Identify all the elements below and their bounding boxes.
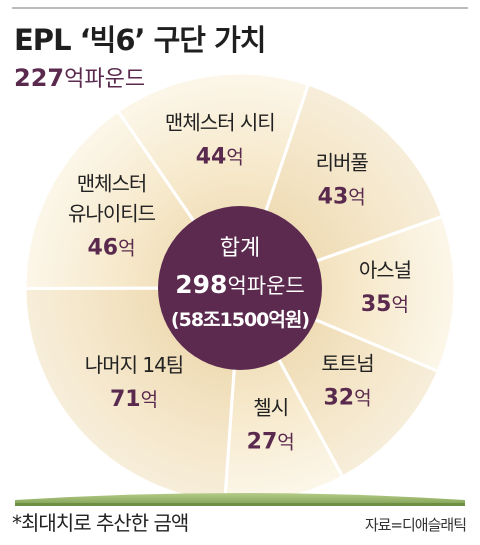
chart-title: EPL ‘빅6’ 구단 가치 [14, 23, 265, 57]
center-value-unit: 억파운드 [227, 274, 304, 298]
slice-label-group: 나머지 14팀 71억 [85, 353, 184, 412]
grass-strip [15, 493, 465, 506]
pie-slice [235, 214, 457, 374]
pie-slice [23, 108, 243, 291]
ground-line [15, 503, 465, 506]
slice-label: 나머지 14팀 [85, 353, 183, 377]
slice-value: 35억 [361, 292, 409, 317]
slice-value: 43억 [318, 185, 366, 210]
center-value: 298억파운드 [175, 270, 304, 299]
slice-label: 맨체스터 시티 [165, 110, 275, 134]
slice-value: 46억 [87, 236, 135, 261]
subtitle-value: 227 [14, 64, 64, 92]
slice-label-group: 첼시 27억 [247, 396, 295, 455]
center-total-circle [158, 206, 322, 370]
center-value-number: 298 [175, 270, 227, 299]
slice-label: 토트넘 [321, 351, 373, 375]
slice-label: 첼시 [253, 396, 288, 420]
footnote: *최대치로 추산한 금액 [12, 511, 188, 535]
slice-label-group: 토트넘 32억 [321, 351, 374, 410]
chart-subtitle: 227억파운드 [14, 64, 145, 92]
slice-label: 유나이티드 [68, 202, 156, 226]
source: 자료=디애슬래틱 [365, 516, 466, 534]
subtitle-unit: 억파운드 [64, 67, 145, 92]
center-label: 합계 [220, 236, 260, 261]
slice-label-group: 아스널 35억 [359, 258, 412, 317]
pie-slice [115, 71, 311, 292]
slice-value: 71억 [110, 387, 158, 412]
slice-label: 맨체스터 [77, 172, 147, 196]
slice-label-group: 리버풀 43억 [316, 151, 370, 210]
slice-label-group: 맨체스터 시티 44억 [165, 110, 276, 169]
center-sub: (58조1500억원) [171, 309, 309, 331]
slice-value: 44억 [196, 144, 244, 169]
slice-value: 32억 [323, 385, 371, 410]
slice-label: 리버풀 [316, 151, 369, 175]
slice-value: 27억 [247, 430, 295, 455]
slice-label: 아스널 [359, 258, 411, 282]
